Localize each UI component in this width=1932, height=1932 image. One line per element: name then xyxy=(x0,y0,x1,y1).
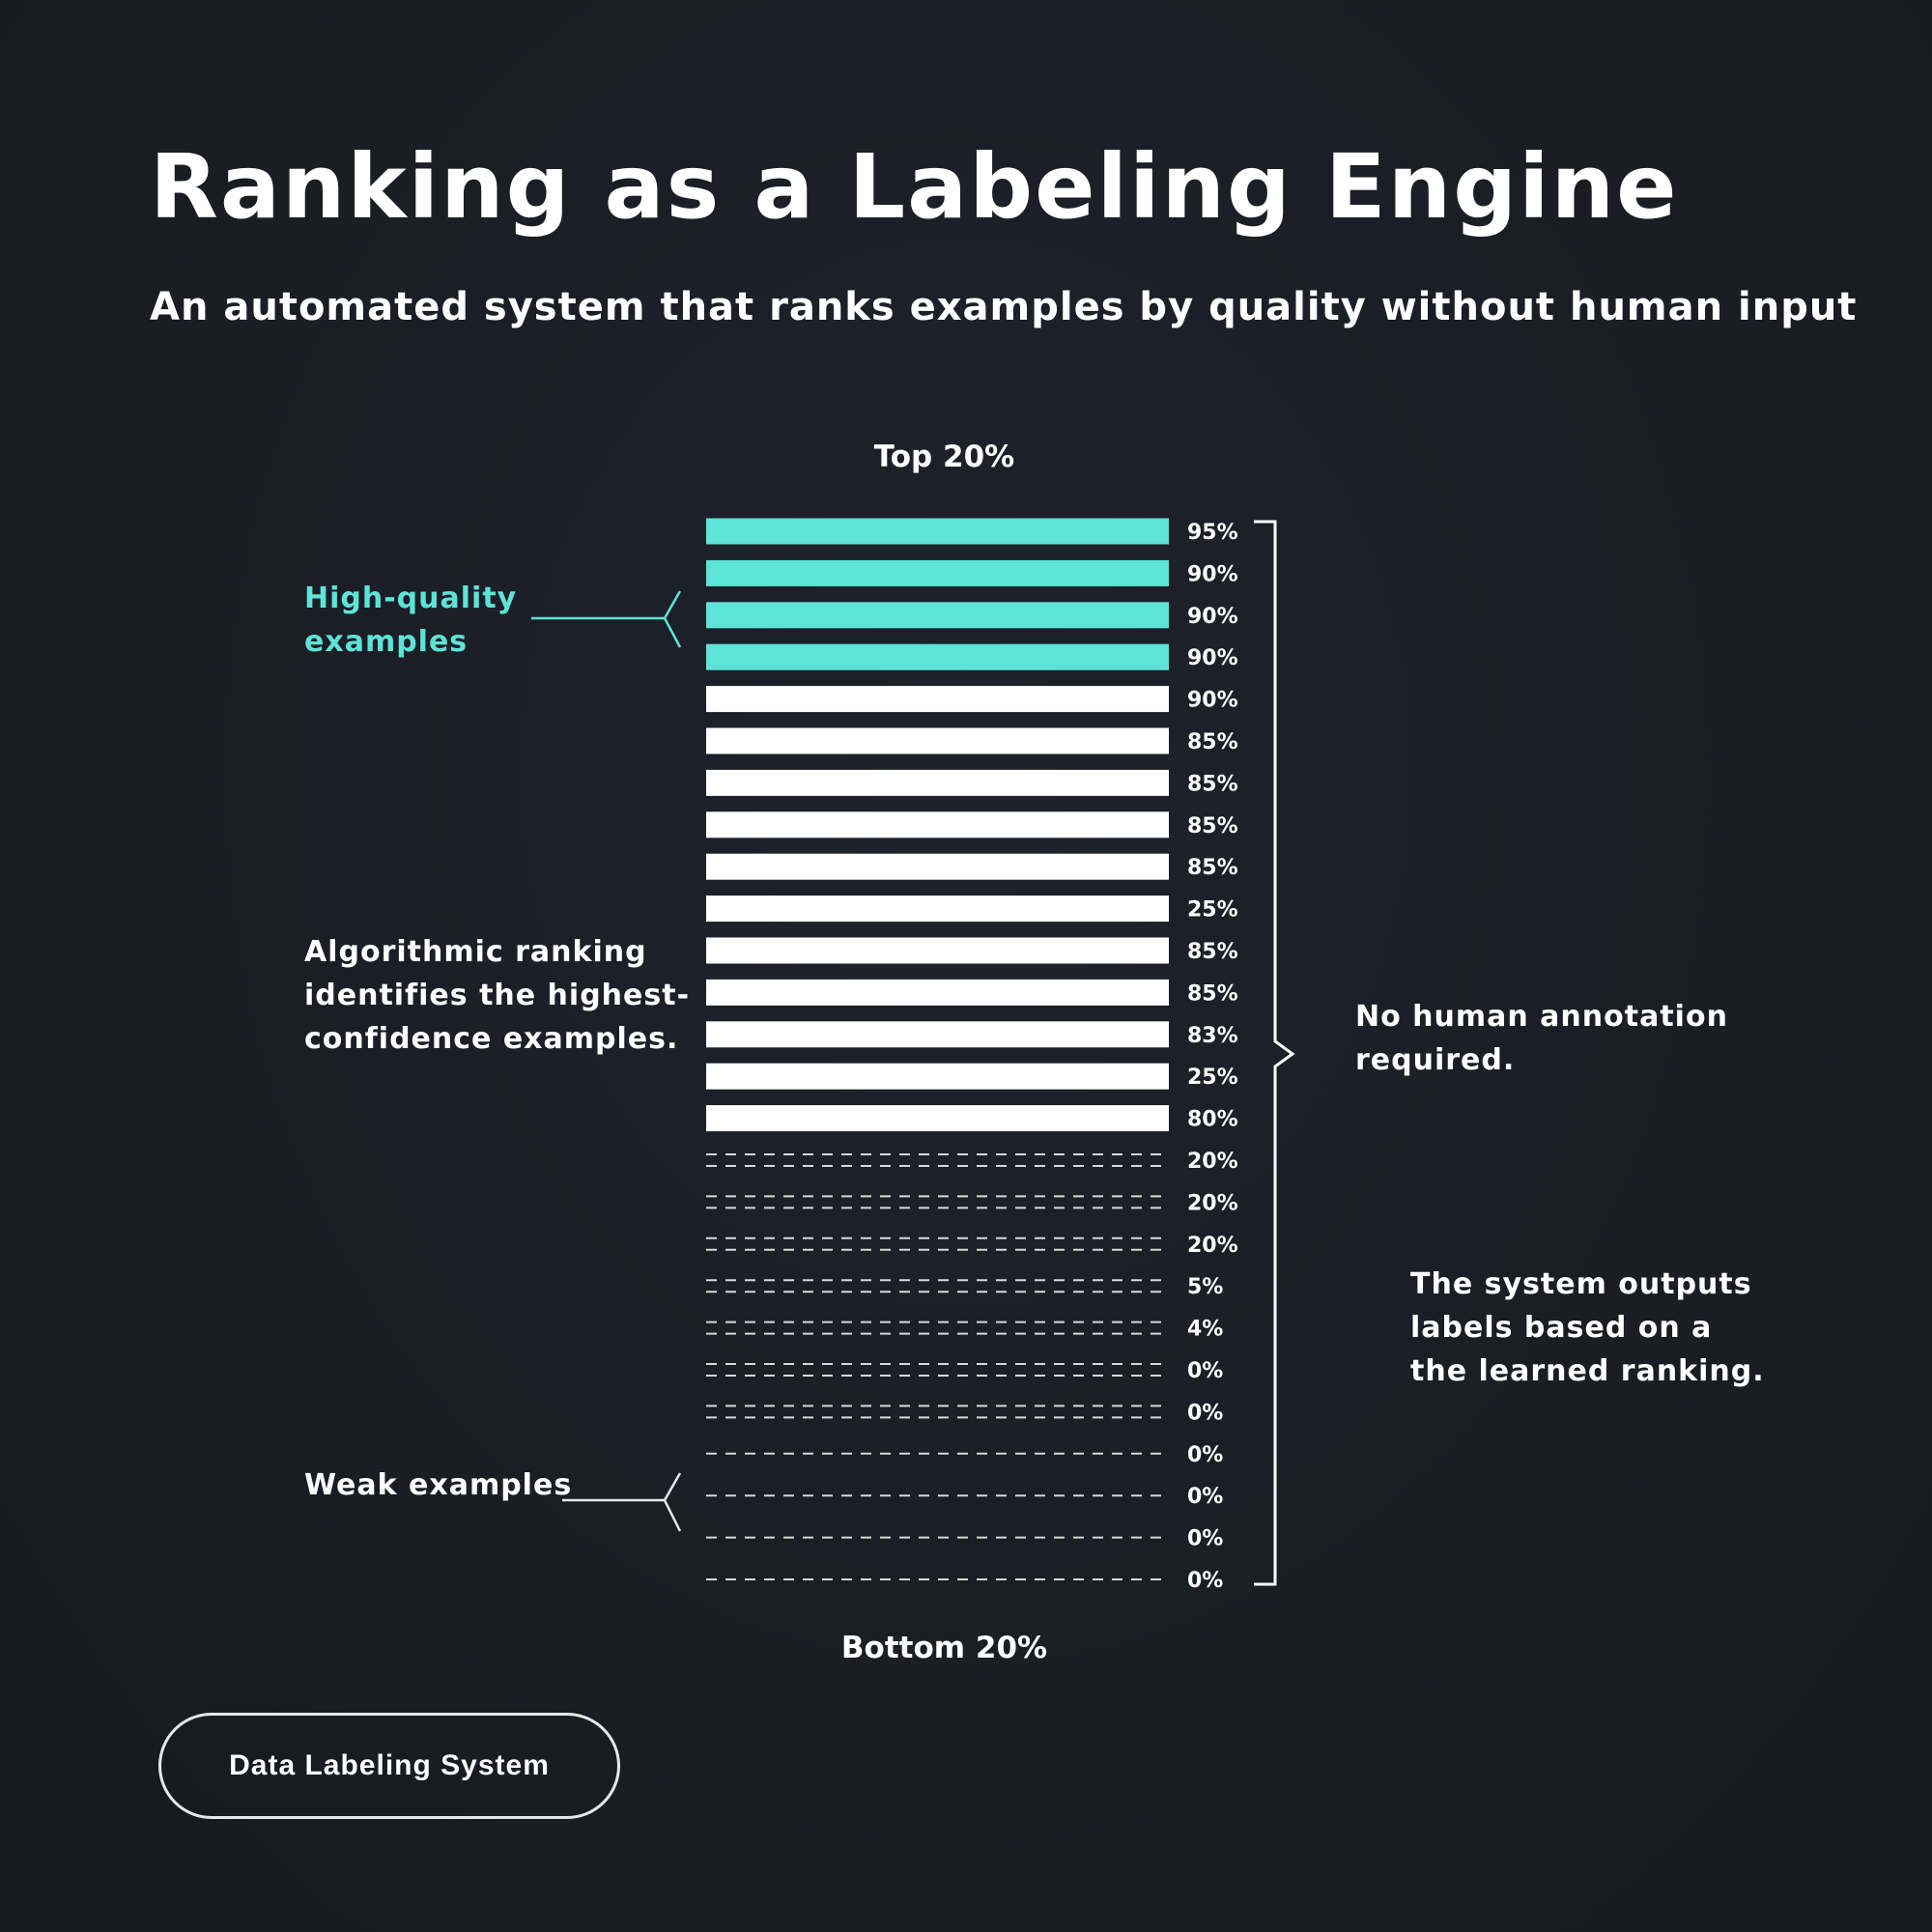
ranking-percentage-label: 20% xyxy=(1187,1234,1238,1258)
ranking-percentage-label: 90% xyxy=(1187,605,1238,629)
top-label: Top 20% xyxy=(873,440,1015,474)
ranking-bar xyxy=(706,518,1169,545)
ranking-percentage-label: 4% xyxy=(1187,1318,1223,1342)
ranking-dashed-row xyxy=(706,1363,1169,1377)
ranking-dashed-row xyxy=(706,1321,1169,1335)
ranking-bar xyxy=(706,979,1169,1006)
page-title: Ranking as a Labeling Engine xyxy=(150,135,1679,239)
outputs-line2: labels based on a xyxy=(1410,1311,1713,1345)
no-human-annotation-note: No human annotation required. xyxy=(1355,995,1728,1082)
ranking-percentage-label: 83% xyxy=(1187,1024,1238,1048)
ranking-percentage-label: 20% xyxy=(1187,1191,1238,1215)
ranking-percentage-label: 0% xyxy=(1187,1359,1223,1383)
ranking-percentage-label: 85% xyxy=(1187,981,1238,1006)
ranking-bar xyxy=(706,811,1169,838)
ranking-bar xyxy=(706,643,1169,670)
weak-examples-connector xyxy=(562,1472,682,1532)
ranking-bars xyxy=(706,518,1169,1580)
ranking-dashed-row xyxy=(706,1153,1169,1167)
ranking-percentage-label: 85% xyxy=(1187,730,1238,754)
ranking-percentage-label: 5% xyxy=(1187,1275,1223,1299)
outputs-line3: the learned ranking. xyxy=(1410,1354,1765,1388)
ranking-bar xyxy=(706,559,1169,586)
weak-examples-label: Weak examples xyxy=(304,1468,573,1502)
algorithmic-note-line3: confidence examples. xyxy=(304,1022,679,1056)
high-quality-label-line1: High-quality xyxy=(304,582,518,615)
ranking-percentage-label: 20% xyxy=(1187,1150,1238,1174)
ranking-dashed-row xyxy=(706,1236,1169,1251)
ranking-percentage-label: 25% xyxy=(1187,898,1238,923)
outputs-line1: The system outputs xyxy=(1410,1267,1752,1301)
ranking-percentage-label: 95% xyxy=(1187,521,1238,545)
high-quality-label-line2: examples xyxy=(304,625,469,659)
ranking-dashed-row xyxy=(706,1405,1169,1419)
ranking-percentage-label: 90% xyxy=(1187,562,1238,586)
ranking-bar xyxy=(706,1105,1169,1132)
ranking-percentage-label: 85% xyxy=(1187,814,1238,838)
high-quality-connector xyxy=(531,590,682,648)
ranking-percentage-label: 0% xyxy=(1187,1569,1223,1593)
high-quality-label: High-quality examples xyxy=(304,577,517,664)
ranking-percentage-label: 85% xyxy=(1187,856,1238,880)
ranking-percentage-label: 0% xyxy=(1187,1401,1223,1425)
no-human-line1: No human annotation xyxy=(1355,1000,1728,1034)
ranking-percentages: 95% 90% 90% 90% 90% 85% 85% 85% 85% 25% 85% 85% 83% 2… xyxy=(1187,521,1238,1593)
ranking-bar xyxy=(706,727,1169,754)
data-labeling-system-button[interactable]: Data Labeling System xyxy=(158,1713,620,1819)
ranking-percentage-label: 85% xyxy=(1187,772,1238,796)
ranking-percentage-label: 25% xyxy=(1187,1065,1238,1090)
ranking-percentage-label: 0% xyxy=(1187,1443,1223,1467)
algorithmic-note-line1: Algorithmic ranking xyxy=(304,935,647,969)
ranking-bar xyxy=(706,895,1169,923)
ranking-bar xyxy=(706,1021,1169,1048)
ranking-bar xyxy=(706,1063,1169,1090)
ranking-percentage-label: 90% xyxy=(1187,646,1238,670)
ranking-bar xyxy=(706,686,1169,713)
ranking-percentage-label: 90% xyxy=(1187,689,1238,713)
ranking-dashed-row xyxy=(706,1195,1169,1209)
ranking-bar xyxy=(706,602,1169,629)
bottom-label: Bottom 20% xyxy=(840,1631,1048,1665)
no-human-line2: required. xyxy=(1355,1043,1516,1077)
ranking-bar xyxy=(706,853,1169,880)
algorithmic-ranking-note: Algorithmic ranking identifies the highe… xyxy=(304,930,690,1061)
ranking-bar xyxy=(706,937,1169,964)
page-subtitle: An automated system that ranks examples … xyxy=(150,285,1858,329)
right-bracket xyxy=(1254,520,1295,1586)
algorithmic-note-line2: identifies the highest- xyxy=(304,979,691,1012)
ranking-percentage-label: 85% xyxy=(1187,940,1238,964)
ranking-bar xyxy=(706,769,1169,796)
ranking-percentage-label: 0% xyxy=(1187,1527,1223,1551)
system-outputs-note: The system outputs labels based on a the… xyxy=(1410,1263,1765,1393)
ranking-percentage-label: 80% xyxy=(1187,1108,1238,1132)
ranking-percentage-label: 0% xyxy=(1187,1485,1223,1509)
ranking-dashed-row xyxy=(706,1279,1169,1293)
